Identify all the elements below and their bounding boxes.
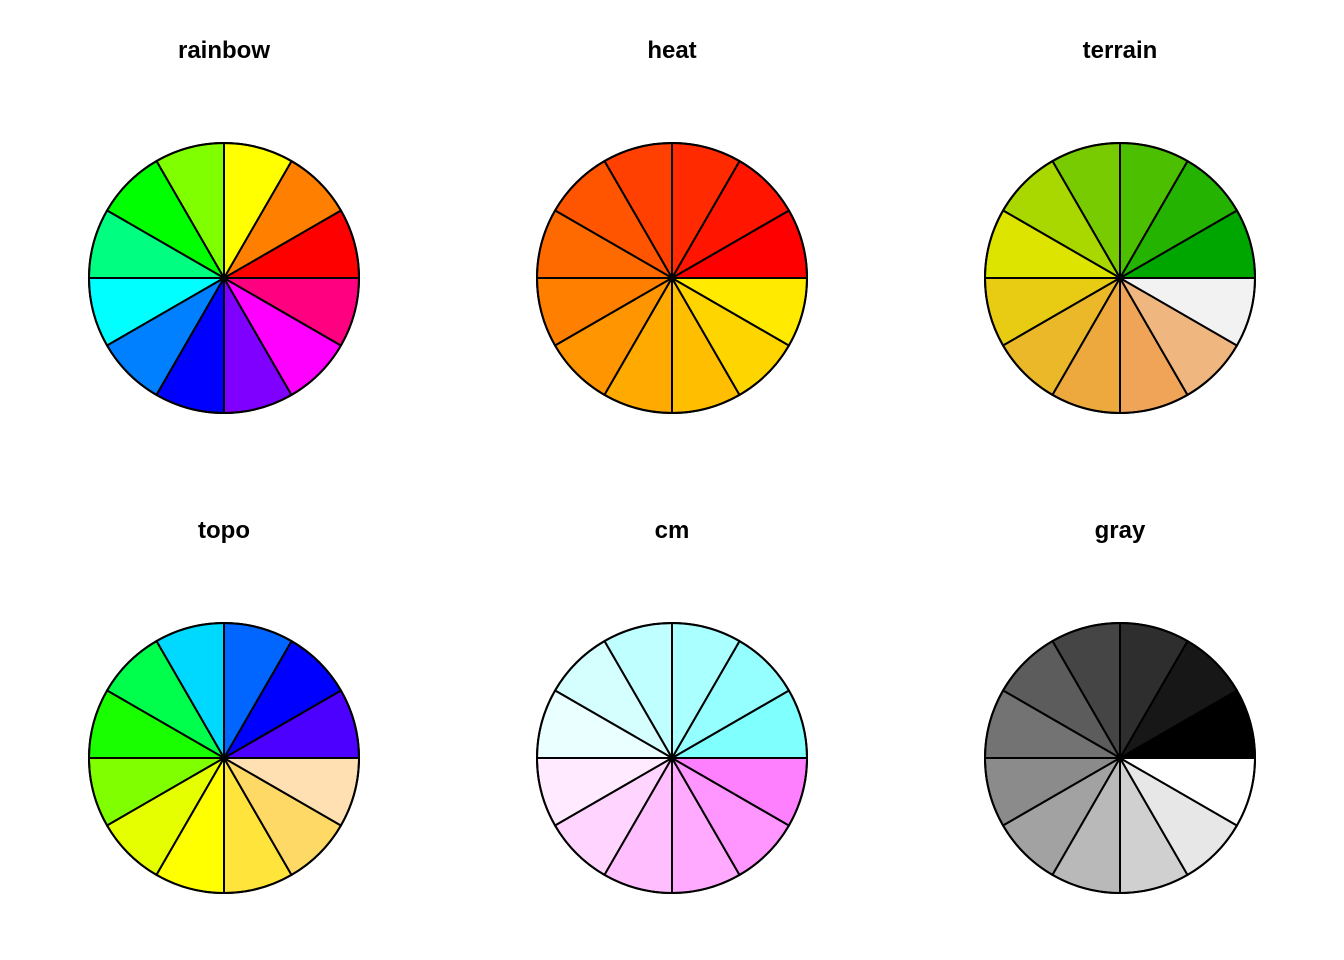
- chart-title: rainbow: [178, 37, 270, 64]
- pie-outline: [984, 622, 1256, 894]
- pie-outline: [536, 622, 808, 894]
- pie-chart-gray: gray: [984, 517, 1256, 894]
- pie-chart-cm: cm: [536, 517, 808, 894]
- pie-outline: [88, 142, 360, 414]
- chart-title: terrain: [1083, 37, 1158, 64]
- chart-title: heat: [647, 37, 696, 64]
- pie-outline: [88, 622, 360, 894]
- pie-chart-topo: topo: [88, 517, 360, 894]
- pie-chart-rainbow: rainbow: [88, 37, 360, 414]
- pie-chart-heat: heat: [536, 37, 808, 414]
- chart-title: topo: [198, 517, 250, 544]
- chart-title: cm: [655, 517, 690, 544]
- chart-title: gray: [1095, 517, 1146, 544]
- pie-outline: [984, 142, 1256, 414]
- pie-outline: [536, 142, 808, 414]
- pie-chart-terrain: terrain: [984, 37, 1256, 414]
